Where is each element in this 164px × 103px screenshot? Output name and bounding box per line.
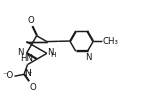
Text: H: H: [50, 52, 56, 58]
Text: N: N: [85, 53, 91, 62]
Text: ⁻O: ⁻O: [3, 71, 14, 80]
Text: +: +: [28, 70, 32, 75]
Text: O: O: [28, 16, 35, 25]
Text: CH₃: CH₃: [102, 36, 118, 46]
Text: N: N: [24, 69, 31, 78]
Text: N: N: [17, 49, 24, 57]
Text: HN: HN: [20, 54, 34, 63]
Text: O: O: [29, 83, 36, 92]
Text: N: N: [47, 48, 54, 57]
